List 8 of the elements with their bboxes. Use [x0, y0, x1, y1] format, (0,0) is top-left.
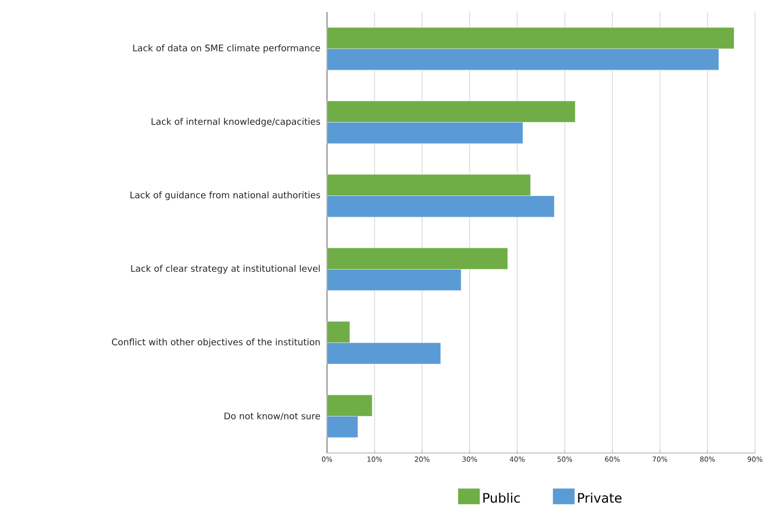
y-tick-label: Lack of clear strategy at institutional level: [131, 264, 320, 274]
legend-label: Private: [578, 492, 622, 503]
y-tick-label: Lack of guidance from national authorities: [130, 191, 320, 200]
y-tick-label: Lack of data on SME climate performance: [133, 44, 320, 54]
y-tick-label: Do not know/not sure: [224, 412, 320, 420]
y-tick-label: Conflict with other objectives of the institution: [112, 338, 320, 348]
legend-label: Public: [483, 492, 520, 503]
y-tick-label: Lack of internal knowledge/capacities: [152, 118, 320, 127]
